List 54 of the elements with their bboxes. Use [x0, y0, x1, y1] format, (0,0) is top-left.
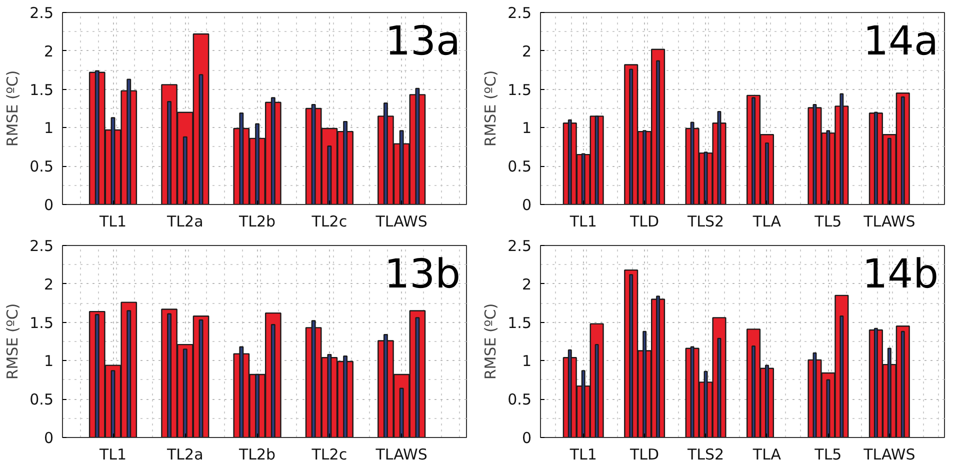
y-axis-title: RMSE (ºC) — [4, 303, 22, 380]
y-tick-label: 1.5 — [508, 80, 532, 99]
y-tick-label: 0.5 — [508, 390, 532, 409]
x-tick-label: TLD — [629, 446, 660, 464]
y-axis-title: RMSE (ºC) — [4, 70, 22, 147]
y-tick-label: 2.5 — [30, 4, 54, 22]
y-tick-label: 0.5 — [508, 158, 532, 176]
y-tick-label: 2 — [522, 275, 532, 294]
y-tick-label: 2.5 — [508, 4, 532, 22]
x-tick-label: TL2c — [310, 446, 348, 464]
y-tick-label: 0.5 — [30, 390, 54, 409]
y-tick-label: 1 — [522, 119, 532, 138]
x-tick-label: TL1 — [568, 446, 597, 464]
y-tick-label: 1.5 — [30, 314, 54, 332]
x-tick-label: TL1 — [98, 446, 127, 464]
x-tick-label: TLA — [752, 446, 782, 464]
y-tick-label: 1 — [522, 352, 532, 370]
y-axis-title: RMSE (ºC) — [482, 70, 500, 147]
y-tick-label: 2 — [522, 42, 532, 60]
chart-title: 14b — [862, 252, 939, 298]
chart-title: 14a — [863, 18, 939, 64]
y-tick-label: 2.5 — [508, 237, 532, 255]
x-tick-label: TL2a — [166, 446, 204, 464]
x-tick-label: TLD — [629, 212, 660, 230]
chart-title: 13a — [385, 18, 461, 64]
x-tick-label: TLS2 — [686, 212, 724, 230]
y-tick-label: 1.5 — [508, 314, 532, 332]
chart-title: 13b — [384, 252, 461, 298]
x-tick-label: TLAWS — [862, 446, 916, 464]
x-tick-label: TLAWS — [374, 446, 428, 464]
y-tick-label: 2 — [44, 275, 54, 294]
y-tick-label: 0 — [522, 196, 532, 214]
x-tick-label: TLAWS — [374, 212, 428, 230]
y-tick-label: 0 — [522, 429, 532, 447]
x-tick-label: TL5 — [814, 212, 842, 230]
y-axis-title: RMSE (ºC) — [482, 303, 500, 380]
x-tick-label: TL1 — [98, 212, 127, 230]
y-tick-label: 2 — [44, 42, 54, 60]
x-tick-label: TL5 — [814, 446, 842, 464]
y-tick-label: 0.5 — [30, 158, 54, 176]
x-tick-label: TL2c — [310, 212, 348, 230]
y-tick-label: 1 — [44, 119, 54, 138]
y-tick-label: 1.5 — [30, 80, 54, 99]
x-tick-label: TLA — [752, 212, 782, 230]
y-tick-label: 2.5 — [30, 237, 54, 255]
x-tick-label: TLAWS — [862, 212, 916, 230]
y-tick-label: 0 — [44, 196, 54, 214]
x-tick-label: TL2b — [238, 212, 276, 230]
y-tick-label: 1 — [44, 352, 54, 370]
x-tick-label: TL1 — [568, 212, 597, 230]
x-tick-label: TLS2 — [686, 446, 724, 464]
y-tick-label: 0 — [44, 429, 54, 447]
x-tick-label: TL2a — [166, 212, 204, 230]
x-tick-label: TL2b — [238, 446, 276, 464]
